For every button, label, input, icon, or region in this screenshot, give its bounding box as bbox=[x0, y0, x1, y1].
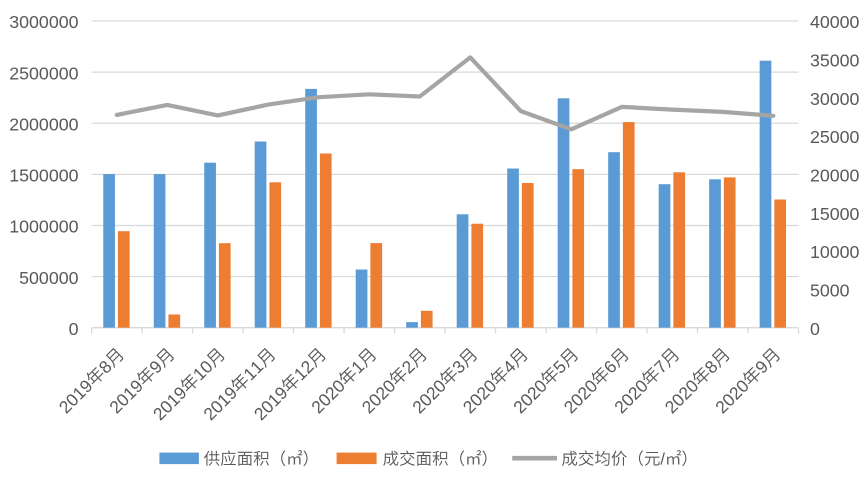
svg-text:0: 0 bbox=[810, 319, 820, 339]
svg-text:1500000: 1500000 bbox=[9, 166, 78, 186]
svg-text:2000000: 2000000 bbox=[9, 114, 78, 134]
svg-text:20000: 20000 bbox=[810, 166, 860, 186]
svg-text:2500000: 2500000 bbox=[9, 63, 78, 83]
svg-text:40000: 40000 bbox=[810, 12, 860, 32]
svg-text:25000: 25000 bbox=[810, 127, 860, 147]
svg-text:35000: 35000 bbox=[810, 51, 860, 71]
svg-text:1000000: 1000000 bbox=[9, 217, 78, 237]
svg-text:10000: 10000 bbox=[810, 242, 860, 262]
svg-text:15000: 15000 bbox=[810, 204, 860, 224]
svg-text:0: 0 bbox=[69, 319, 79, 339]
svg-text:500000: 500000 bbox=[19, 268, 78, 288]
svg-text:3000000: 3000000 bbox=[9, 12, 78, 32]
svg-text:5000: 5000 bbox=[810, 281, 850, 301]
svg-text:30000: 30000 bbox=[810, 89, 860, 109]
